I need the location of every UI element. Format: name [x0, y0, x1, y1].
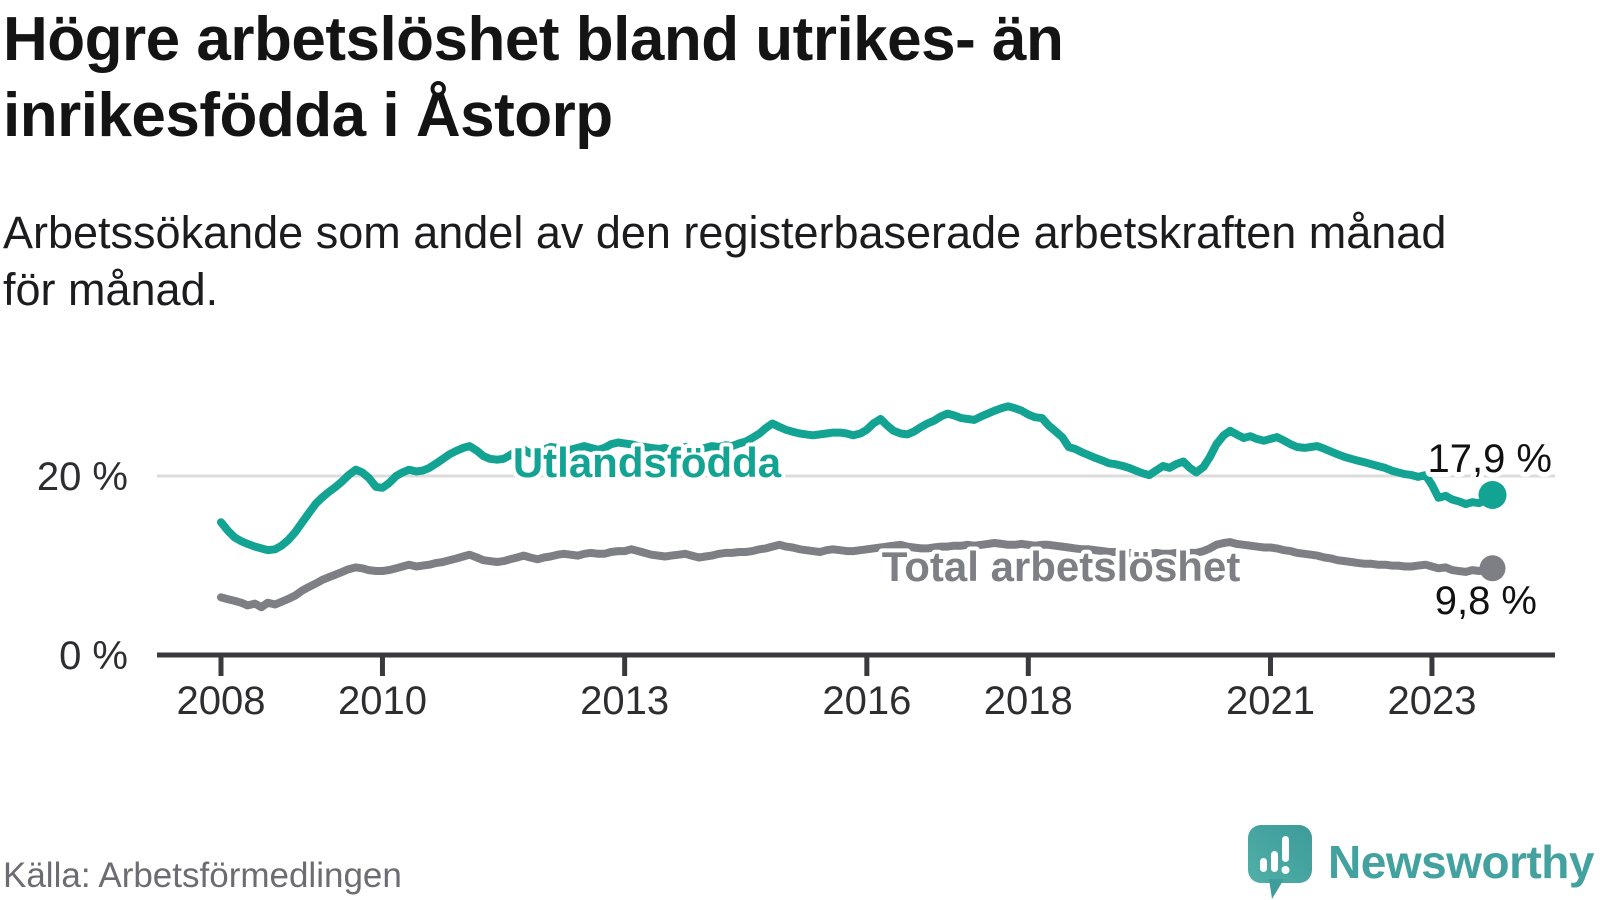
newsworthy-logo: Newsworthy — [1247, 824, 1594, 900]
x-axis-ticks — [218, 655, 1435, 676]
y-axis-labels: 0 % 20 % — [37, 455, 128, 678]
x-tick-label-2016: 2016 — [822, 679, 911, 723]
newsworthy-bubble-chart-icon — [1248, 825, 1313, 899]
end-value-label-utlandsfodda: 17,9 % — [1427, 437, 1552, 481]
y-tick-label-20: 20 % — [37, 455, 128, 499]
series-label-total: Total arbetslöshet — [882, 543, 1241, 590]
page-title: Högre arbetslöshet bland utrikes- än inr… — [3, 2, 1064, 153]
exclamation-glyph — [1281, 836, 1290, 874]
bar-chart-glyph — [1260, 851, 1279, 872]
page-subtitle-line-2: för månad. — [3, 264, 219, 316]
x-tick-label-2010: 2010 — [338, 679, 427, 723]
end-value-label-total: 9,8 % — [1435, 579, 1537, 623]
series-label-utlandsfodda: Utlandsfödda — [513, 439, 782, 486]
x-tick-label-2023: 2023 — [1387, 679, 1476, 723]
series-line-total — [217, 538, 1497, 612]
page-title-line-1: Högre arbetslöshet bland utrikes- än — [3, 5, 1064, 74]
y-tick-label-0: 0 % — [59, 634, 128, 678]
series-end-dot-total — [1479, 555, 1506, 582]
x-tick-label-2021: 2021 — [1226, 679, 1315, 723]
x-tick-label-2013: 2013 — [580, 679, 669, 723]
speech-bubble-shape — [1248, 825, 1313, 883]
page-title-line-2: inrikesfödda i Åstorp — [3, 80, 613, 150]
x-axis-labels: 2008 2010 2013 2016 2018 2021 2023 — [177, 679, 1477, 723]
series-end-dot-utlandsfodda — [1478, 481, 1507, 509]
newsworthy-logo-text: Newsworthy — [1328, 836, 1594, 888]
source-note: Källa: Arbetsförmedlingen — [3, 856, 402, 895]
page-subtitle-line-1: Arbetssökande som andel av den registerb… — [3, 207, 1447, 258]
series-line-utlandsfodda — [217, 402, 1497, 555]
speech-bubble-tail — [1269, 879, 1285, 899]
x-tick-label-2008: 2008 — [177, 679, 266, 723]
page-subtitle: Arbetssökande som andel av den registerb… — [3, 204, 1446, 318]
x-tick-label-2018: 2018 — [984, 679, 1073, 723]
